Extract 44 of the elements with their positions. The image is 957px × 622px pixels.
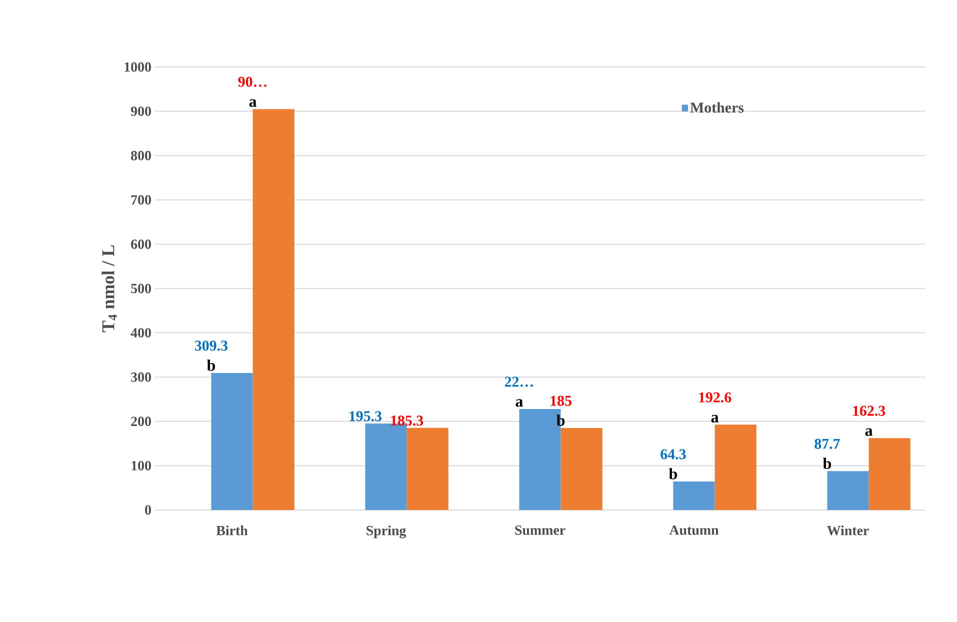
y-tick-label: 1000 (124, 62, 151, 72)
bar (560, 428, 602, 510)
data-label: 192.6 (699, 392, 732, 402)
bar (827, 471, 869, 510)
y-tick-label: 800 (131, 150, 151, 160)
y-tick-label: 300 (131, 372, 151, 382)
annotation: b (822, 458, 831, 469)
y-tick-label: 400 (130, 328, 151, 338)
annotation: a (711, 414, 719, 422)
bar (673, 482, 715, 510)
annotation: a (516, 399, 523, 407)
x-tick-label: Summer (515, 525, 566, 535)
bar (252, 109, 294, 510)
x-tick-label: Winter (827, 525, 869, 536)
y-tick-label: 100 (132, 460, 151, 470)
data-label: 22… (504, 376, 533, 387)
annotation: b (206, 360, 215, 371)
data-label: 195.3 (350, 411, 382, 422)
y-axis-title: T$_{4}$ nmol / L (102, 245, 117, 332)
x-tick-label: Spring (366, 525, 406, 538)
y-tick-label: 700 (131, 195, 151, 205)
bar (868, 438, 910, 510)
y-tick-label: 200 (131, 416, 151, 426)
data-label: 64.3 (660, 449, 686, 460)
data-label: 185.3 (391, 416, 424, 426)
bar (211, 372, 253, 510)
y-tick-label: 600 (131, 239, 151, 249)
y-tick-label: 0 (145, 505, 151, 515)
annotation: b (668, 468, 677, 480)
data-label: 90… (238, 76, 267, 87)
y-tick-label: 900 (130, 106, 151, 116)
annotation: a (865, 428, 873, 436)
bar (406, 428, 448, 510)
y-tick-label: 500 (131, 284, 151, 294)
x-tick-label: Autumn (669, 525, 719, 535)
data-label: 162.3 (853, 406, 886, 416)
data-label: 309.3 (194, 340, 228, 351)
bar (714, 424, 756, 510)
annotation: b (556, 414, 565, 426)
data-label: 87.7 (814, 438, 840, 449)
x-tick-label: Birth (216, 525, 248, 536)
legend-label: Mothers (690, 102, 744, 113)
annotation: a (249, 99, 257, 107)
data-label: 185 (550, 396, 572, 406)
